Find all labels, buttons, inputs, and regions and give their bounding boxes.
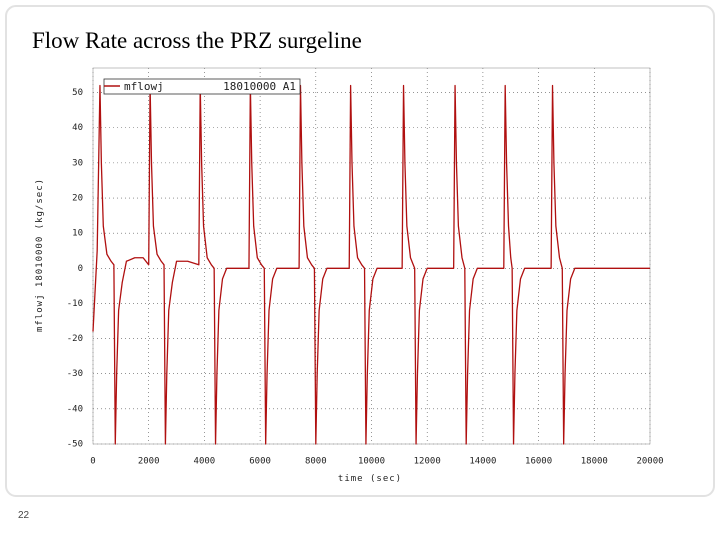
x-tick-label: 14000 [469,457,496,467]
y-tick-label: 30 [72,158,83,168]
y-tick-label: -50 [67,440,83,450]
x-tick-label: 16000 [525,457,552,467]
x-tick-label: 4000 [194,457,216,467]
x-tick-label: 20000 [636,457,663,467]
x-axis-label: time (sec) [338,474,402,484]
x-tick-label: 0 [90,457,95,467]
y-tick-label: 40 [72,123,83,133]
y-tick-label: 50 [72,88,83,98]
y-tick-label: -40 [67,404,83,414]
x-tick-label: 8000 [305,457,327,467]
y-tick-label: -20 [67,334,83,344]
x-tick-label: 12000 [414,457,441,467]
data-line [92,84,650,445]
x-tick-label: 2000 [138,457,160,467]
legend-variable: mflowj [124,80,164,93]
legend-component: 18010000 A1 [223,80,296,93]
x-tick-label: 6000 [249,457,271,467]
y-tick-label: 20 [72,194,83,204]
x-tick-label: 10000 [358,457,385,467]
x-tick-label: 18000 [581,457,608,467]
y-axis-label: mflowj 18010000 (kg/sec) [35,178,45,332]
y-tick-label: 0 [78,264,83,274]
page-number: 22 [18,510,30,521]
y-tick-label: 10 [72,229,83,239]
y-tick-label: -30 [67,369,83,379]
plot-frame [92,67,651,445]
chart-title: Flow Rate across the PRZ surgeline [32,28,362,53]
y-tick-label: -10 [67,299,83,309]
